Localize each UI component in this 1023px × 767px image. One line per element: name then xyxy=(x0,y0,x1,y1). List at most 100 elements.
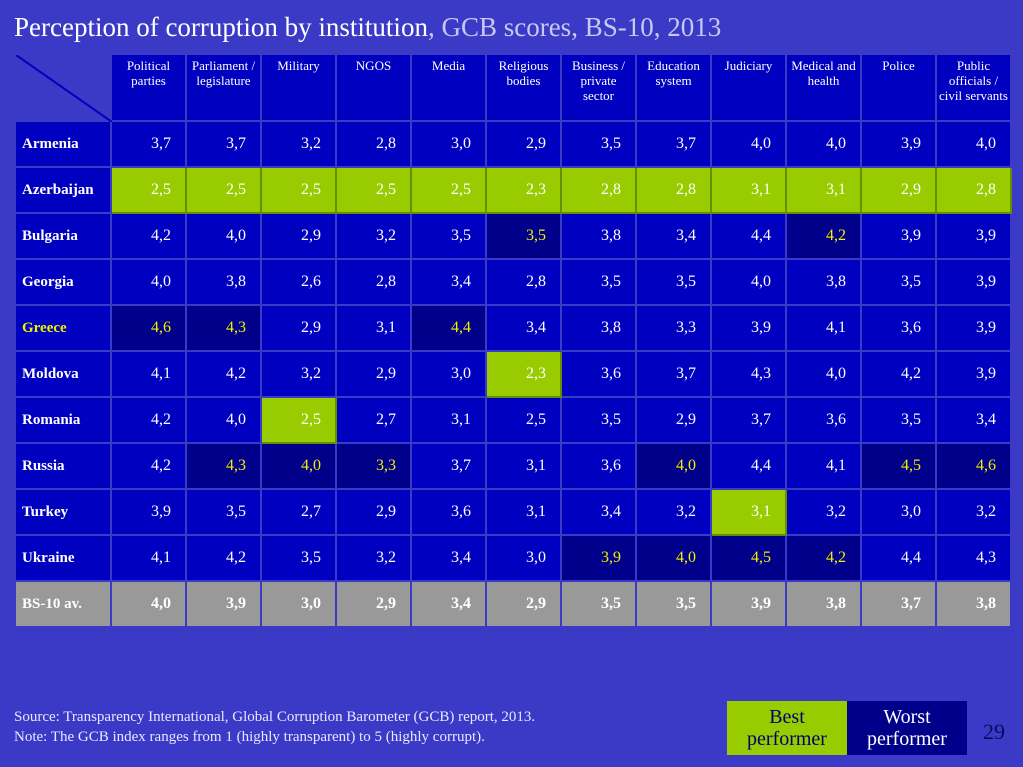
row-header: Ukraine xyxy=(15,535,111,581)
data-cell: 3,2 xyxy=(336,213,411,259)
data-cell: 4,2 xyxy=(186,535,261,581)
column-header: Police xyxy=(861,54,936,121)
data-cell: 3,9 xyxy=(561,535,636,581)
data-cell: 4,0 xyxy=(111,259,186,305)
data-cell: 3,7 xyxy=(636,121,711,167)
avg-cell: 3,0 xyxy=(261,581,336,627)
data-cell: 3,1 xyxy=(711,167,786,213)
data-cell: 2,9 xyxy=(261,305,336,351)
column-header: Medical and health xyxy=(786,54,861,121)
data-cell: 4,0 xyxy=(711,259,786,305)
data-cell: 2,5 xyxy=(261,397,336,443)
data-cell: 2,6 xyxy=(261,259,336,305)
data-cell: 4,2 xyxy=(186,351,261,397)
row-header: Georgia xyxy=(15,259,111,305)
row-header: Romania xyxy=(15,397,111,443)
data-cell: 4,4 xyxy=(861,535,936,581)
data-cell: 4,2 xyxy=(111,443,186,489)
avg-cell: 3,5 xyxy=(636,581,711,627)
source-line-2: Note: The GCB index ranges from 1 (highl… xyxy=(14,727,535,747)
data-cell: 2,8 xyxy=(936,167,1011,213)
data-cell: 3,9 xyxy=(936,305,1011,351)
data-cell: 4,3 xyxy=(711,351,786,397)
data-cell: 3,8 xyxy=(186,259,261,305)
row-header: Turkey xyxy=(15,489,111,535)
data-cell: 4,6 xyxy=(936,443,1011,489)
data-cell: 4,6 xyxy=(111,305,186,351)
data-cell: 3,4 xyxy=(936,397,1011,443)
data-cell: 4,0 xyxy=(786,121,861,167)
data-cell: 3,2 xyxy=(936,489,1011,535)
avg-cell: 2,9 xyxy=(336,581,411,627)
data-cell: 2,5 xyxy=(336,167,411,213)
data-cell: 4,4 xyxy=(711,213,786,259)
data-cell: 3,9 xyxy=(936,259,1011,305)
data-cell: 3,7 xyxy=(111,121,186,167)
data-cell: 3,1 xyxy=(411,397,486,443)
data-cell: 4,3 xyxy=(936,535,1011,581)
data-cell: 3,5 xyxy=(186,489,261,535)
column-header: Parliament / legislature xyxy=(186,54,261,121)
data-cell: 3,5 xyxy=(636,259,711,305)
data-cell: 4,0 xyxy=(636,535,711,581)
column-header: Religious bodies xyxy=(486,54,561,121)
data-cell: 2,5 xyxy=(486,397,561,443)
row-header: Moldova xyxy=(15,351,111,397)
data-cell: 3,0 xyxy=(486,535,561,581)
data-cell: 3,5 xyxy=(561,397,636,443)
data-cell: 4,2 xyxy=(111,213,186,259)
data-cell: 3,1 xyxy=(786,167,861,213)
column-header: Education system xyxy=(636,54,711,121)
row-header-avg: BS-10 av. xyxy=(15,581,111,627)
data-cell: 3,6 xyxy=(561,443,636,489)
data-cell: 3,6 xyxy=(411,489,486,535)
data-cell: 2,8 xyxy=(336,121,411,167)
data-cell: 3,1 xyxy=(486,489,561,535)
data-cell: 3,9 xyxy=(861,213,936,259)
corruption-table: Political partiesParliament / legislatur… xyxy=(14,53,1012,628)
data-cell: 3,6 xyxy=(561,351,636,397)
data-cell: 3,3 xyxy=(636,305,711,351)
data-cell: 4,1 xyxy=(786,305,861,351)
data-cell: 3,7 xyxy=(711,397,786,443)
data-cell: 3,7 xyxy=(636,351,711,397)
column-header: Judiciary xyxy=(711,54,786,121)
data-cell: 4,0 xyxy=(711,121,786,167)
data-cell: 2,5 xyxy=(261,167,336,213)
data-cell: 2,7 xyxy=(261,489,336,535)
data-cell: 3,9 xyxy=(936,213,1011,259)
avg-cell: 4,0 xyxy=(111,581,186,627)
data-cell: 4,5 xyxy=(711,535,786,581)
data-cell: 4,0 xyxy=(936,121,1011,167)
data-cell: 4,3 xyxy=(186,305,261,351)
row-header: Bulgaria xyxy=(15,213,111,259)
column-header: NGOS xyxy=(336,54,411,121)
data-cell: 3,4 xyxy=(411,535,486,581)
data-cell: 3,3 xyxy=(336,443,411,489)
data-cell: 3,9 xyxy=(936,351,1011,397)
data-cell: 4,3 xyxy=(186,443,261,489)
column-header: Public officials / civil servants xyxy=(936,54,1011,121)
corner-cell xyxy=(15,54,111,121)
data-cell: 3,8 xyxy=(561,305,636,351)
data-cell: 4,0 xyxy=(186,213,261,259)
column-header: Media xyxy=(411,54,486,121)
data-cell: 2,9 xyxy=(336,489,411,535)
data-cell: 3,5 xyxy=(561,121,636,167)
data-cell: 4,2 xyxy=(786,535,861,581)
legend-best: Best performer xyxy=(727,701,847,755)
data-cell: 3,7 xyxy=(186,121,261,167)
data-cell: 3,5 xyxy=(861,397,936,443)
data-cell: 3,2 xyxy=(261,121,336,167)
data-cell: 4,1 xyxy=(111,351,186,397)
data-cell: 4,4 xyxy=(711,443,786,489)
data-cell: 2,9 xyxy=(261,213,336,259)
data-cell: 4,0 xyxy=(261,443,336,489)
data-cell: 2,8 xyxy=(486,259,561,305)
data-cell: 3,4 xyxy=(486,305,561,351)
column-header: Business / private sector xyxy=(561,54,636,121)
data-cell: 2,9 xyxy=(636,397,711,443)
data-cell: 3,0 xyxy=(411,351,486,397)
data-cell: 4,5 xyxy=(861,443,936,489)
data-cell: 2,5 xyxy=(111,167,186,213)
